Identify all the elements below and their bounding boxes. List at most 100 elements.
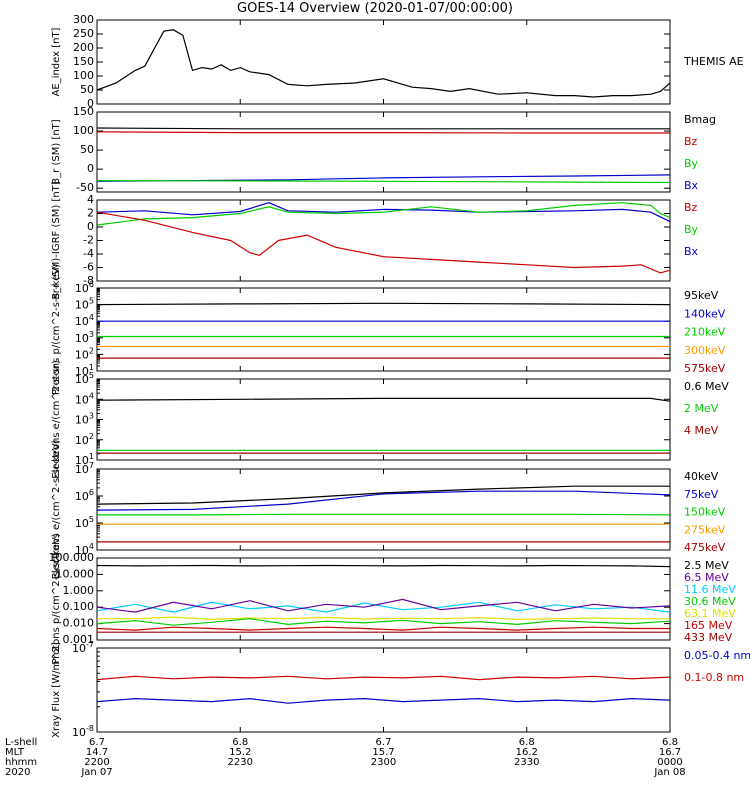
y-tick-label: -8 [83, 274, 94, 287]
legend-label: 150keV [684, 506, 726, 519]
y-tick-exponent: -8 [86, 724, 94, 733]
series-line-Bz [96, 131, 670, 134]
y-axis-label: B_r (SM)-IGRF (SM) [nT] [51, 181, 62, 299]
y-tick-label: 106 [75, 280, 94, 296]
y-tick-exponent: 3 [89, 329, 94, 338]
series-line-Bx [96, 174, 671, 182]
y-tick-exponent: 4 [89, 313, 94, 322]
legend-label: 575keV [684, 362, 726, 375]
series-line-0.6 MeV [96, 397, 671, 402]
y-tick-label: 107 [75, 461, 94, 477]
y-axis-label: AE_index [nT] [51, 27, 62, 96]
panel-frame [96, 19, 671, 105]
time-row-label: L-shell [5, 737, 37, 748]
legend-label: Bz [684, 135, 698, 148]
series-line-2.5 MeV [96, 564, 671, 568]
time-lshell-label: 6.7 [376, 737, 392, 748]
y-axis-label: Xray Flux [W/m^2] [51, 642, 62, 738]
y-tick-label: 300 [73, 13, 94, 26]
y-tick-label: 100 [73, 124, 94, 137]
y-tick-label: 2 [87, 207, 94, 220]
legend-label: Bx [684, 245, 699, 258]
time-mlt-label: 14.7 [86, 747, 108, 758]
y-tick-exponent: 5 [89, 371, 94, 380]
legend-label: 2 MeV [684, 402, 719, 415]
y-tick-label: -50 [76, 181, 94, 194]
legend-label: 210keV [684, 326, 726, 339]
y-tick-exponent: 4 [89, 391, 94, 400]
legend-label: 0.6 MeV [684, 380, 729, 393]
legend-label: By [684, 157, 699, 170]
series-line-By [96, 202, 671, 226]
y-tick-label: 10-7 [72, 640, 94, 656]
time-hhmm-label: 0000 [657, 757, 682, 768]
legend-label: 275keV [684, 523, 726, 536]
time-hhmm-label: 2230 [228, 757, 253, 768]
y-tick-label: 0 [87, 220, 94, 233]
y-tick-label: 100.000 [49, 551, 95, 564]
panel-frame [96, 647, 671, 733]
y-tick-label: -2 [83, 234, 94, 247]
legend-label: 0.05-0.4 nm [684, 649, 750, 662]
figure-title: GOES-14 Overview (2020-01-07/00:00:00) [237, 1, 513, 16]
y-tick-label: 50 [80, 83, 94, 96]
legend-label: 95keV [684, 289, 719, 302]
time-mlt-label: 16.2 [516, 747, 538, 758]
y-axis-label: Protons p/(cm^2-s-sr-keV) [51, 264, 62, 395]
y-tick-label: 103 [75, 411, 94, 427]
y-tick-label: 103 [75, 329, 94, 345]
time-mlt-label: 16.7 [659, 747, 681, 758]
time-lshell-label: 6.8 [662, 737, 678, 748]
panel-frame [96, 111, 671, 193]
y-tick-label: 4 [87, 193, 94, 206]
legend-label: 63.1 MeV [684, 607, 736, 620]
time-row-label: hhmm [5, 757, 37, 768]
y-axis-label: Protons p/(cm^2-s-sr-keV) [51, 533, 62, 664]
legend-label: 11.6 MeV [684, 583, 736, 596]
series-line-150keV [97, 513, 671, 516]
time-row-label: MLT [5, 747, 25, 758]
legend-label: Bx [684, 179, 699, 192]
time-hhmm-label: 2330 [514, 757, 539, 768]
time-date-label: Jan 08 [653, 767, 685, 778]
time-hhmm-label: 2300 [371, 757, 396, 768]
legend-label: 2.5 MeV [684, 559, 729, 572]
panel-2: -50 0 50 100 150 B_r (SM) [nT] Bmag Bz By Bx [51, 105, 716, 194]
y-tick-exponent: 5 [89, 515, 94, 524]
series-line-11.6 MeV [96, 601, 671, 613]
time-mlt-label: 15.2 [229, 747, 251, 758]
series-line-75keV [96, 490, 671, 511]
y-tick-label: 50 [80, 143, 94, 156]
y-tick-label: 150 [73, 105, 94, 118]
legend-label: 300keV [684, 344, 726, 357]
series-line-THEMIS AE [96, 29, 671, 98]
y-tick-exponent: 7 [89, 461, 94, 470]
legend-label: THEMIS AE [683, 55, 744, 68]
series-line-30.6 MeV [96, 618, 671, 626]
series-line-Bz [96, 211, 671, 274]
y-tick-label: 0 [87, 162, 94, 175]
series-line-Bmag [96, 127, 670, 130]
y-tick-label: -6 [83, 261, 94, 274]
y-tick-exponent: 4 [89, 542, 94, 551]
time-lshell-label: 6.8 [232, 737, 248, 748]
y-tick-label: 100 [73, 69, 94, 82]
time-mlt-label: 15.7 [372, 747, 394, 758]
y-tick-exponent: 5 [89, 296, 94, 305]
y-tick-label: 0 [87, 97, 94, 110]
y-tick-label: 105 [75, 296, 94, 312]
legend-label: 475keV [684, 541, 726, 554]
legend-label: 433 MeV [684, 631, 733, 644]
y-tick-label: 0.100 [63, 600, 95, 613]
series-line-By [96, 180, 671, 184]
legend-label: Bmag [684, 113, 716, 126]
legend-label: 0.1-0.8 nm [684, 671, 744, 684]
legend-label: 30.6 MeV [684, 595, 736, 608]
y-tick-label: 104 [75, 391, 94, 407]
